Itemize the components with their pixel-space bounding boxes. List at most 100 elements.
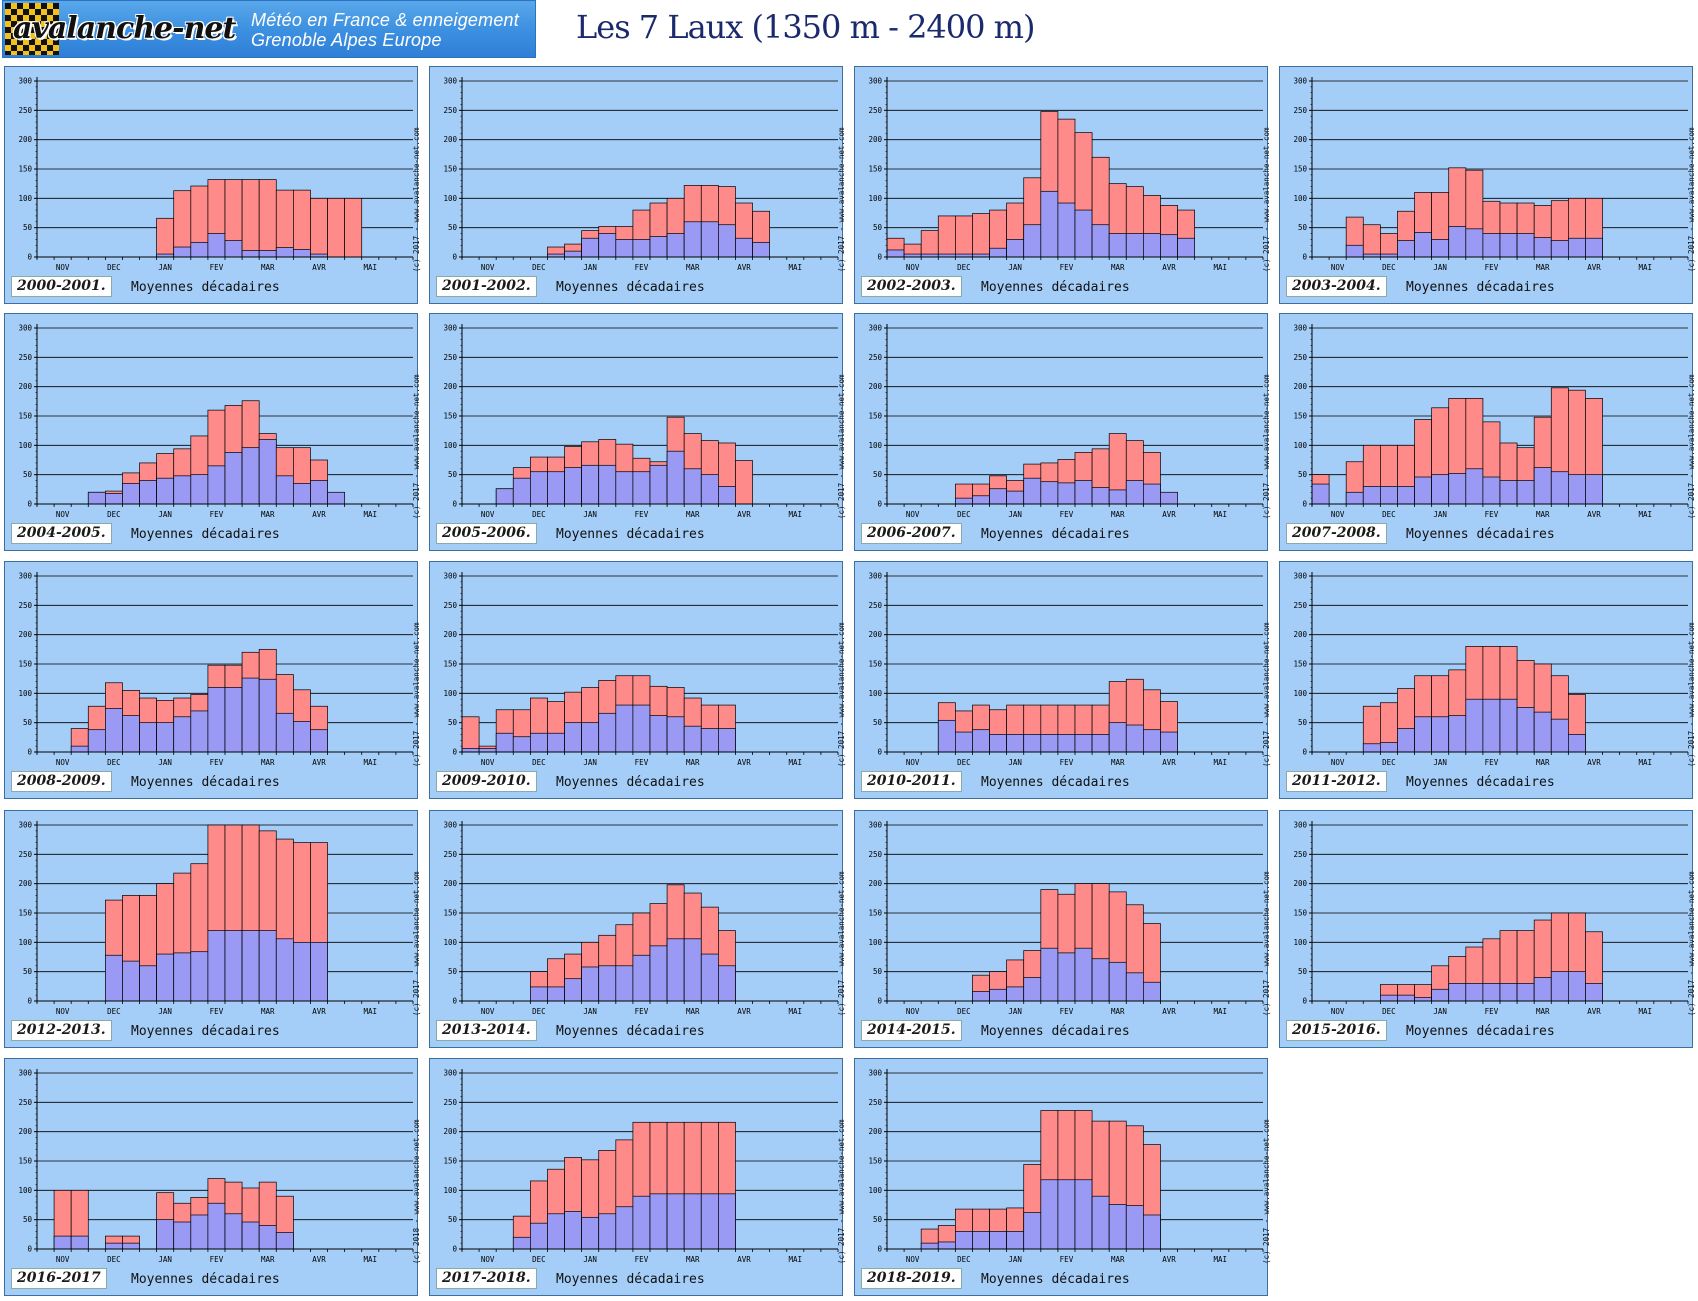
bar-fresh-snow xyxy=(139,480,157,505)
site-logo[interactable]: avalanche-net Météo en France & enneigem… xyxy=(2,0,536,58)
bar-fresh-snow xyxy=(1568,474,1586,505)
x-tick-label: JAN xyxy=(158,758,172,767)
bar-fresh-snow xyxy=(1023,977,1042,1002)
bar-fresh-snow xyxy=(1448,226,1467,258)
y-tick-label: 200 xyxy=(443,630,457,639)
y-tick-label: 250 xyxy=(868,850,882,859)
y-tick-label: 100 xyxy=(868,1186,882,1195)
y-tick-label: 150 xyxy=(443,1157,457,1166)
bar-fresh-snow xyxy=(1143,981,1161,1002)
x-tick-label: NOV xyxy=(906,1255,920,1264)
bar-total-snow xyxy=(735,460,753,505)
x-tick-label: AVR xyxy=(737,263,751,272)
x-tick-label: FEV xyxy=(1060,510,1074,519)
bar-fresh-snow xyxy=(920,1242,939,1250)
y-tick-label: 200 xyxy=(1293,382,1307,391)
x-tick-label: JAN xyxy=(1008,510,1022,519)
season-chart-panel: 0 50 100 150 200 250 300 NOV DEC JAN FEV MAR AVR MAI (… xyxy=(4,561,421,799)
bar-fresh-snow xyxy=(547,986,565,1002)
bar-fresh-snow xyxy=(615,239,634,258)
x-tick-label: MAR xyxy=(261,263,275,272)
y-tick-label: 50 xyxy=(1298,718,1308,727)
season-label: 2005-2006. xyxy=(436,523,537,544)
x-tick-label: FEV xyxy=(635,1255,649,1264)
y-tick-label: 200 xyxy=(1293,879,1307,888)
bar-fresh-snow xyxy=(632,954,651,1002)
y-tick-label: 50 xyxy=(23,967,33,976)
bar-fresh-snow xyxy=(275,938,294,1002)
bar-fresh-snow xyxy=(530,1222,548,1250)
bar-fresh-snow xyxy=(989,247,1007,258)
y-tick-label: 50 xyxy=(873,470,883,479)
bar-fresh-snow xyxy=(1091,958,1110,1002)
x-tick-label: NOV xyxy=(481,1007,495,1016)
y-tick-label: 250 xyxy=(1293,353,1307,362)
x-tick-label: DEC xyxy=(532,263,546,272)
snow-depth-chart: 0 50 100 150 200 250 300 NOV DEC JAN FEV MAR AVR MAI xyxy=(1293,821,1689,1016)
credit-text: (c) 2017 - www.avalanche-net.com xyxy=(1687,127,1696,273)
x-tick-label: DEC xyxy=(107,1007,121,1016)
y-tick-label: 250 xyxy=(443,601,457,610)
bar-fresh-snow xyxy=(1040,947,1059,1002)
y-tick-label: 300 xyxy=(18,77,32,86)
x-tick-label: FEV xyxy=(1485,758,1499,767)
x-tick-label: AVR xyxy=(312,1007,326,1016)
bar-fresh-snow xyxy=(666,938,685,1002)
x-tick-label: DEC xyxy=(107,263,121,272)
bar-fresh-snow xyxy=(1125,480,1144,505)
x-tick-label: JAN xyxy=(583,1255,597,1264)
y-tick-label: 300 xyxy=(18,324,32,333)
y-tick-label: 50 xyxy=(448,967,458,976)
y-tick-label: 200 xyxy=(18,879,32,888)
credit-text: (c) 2017 - www.avalanche-net.com xyxy=(412,127,421,273)
y-tick-label: 300 xyxy=(18,1069,32,1078)
bar-fresh-snow xyxy=(310,480,328,505)
bar-fresh-snow xyxy=(310,941,328,1002)
y-tick-label: 200 xyxy=(18,382,32,391)
x-tick-label: JAN xyxy=(1008,1007,1022,1016)
bar-fresh-snow xyxy=(752,241,770,258)
bar-fresh-snow xyxy=(955,731,973,753)
chart-caption: Moyennes décadaires xyxy=(981,775,1130,790)
bar-fresh-snow xyxy=(1362,743,1381,753)
y-tick-label: 50 xyxy=(448,470,458,479)
season-chart-panel: 0 50 100 150 200 250 300 NOV DEC JAN FEV MAR AVR MAI (… xyxy=(1279,561,1696,799)
bar-fresh-snow xyxy=(1550,471,1569,505)
x-tick-label: NOV xyxy=(1331,758,1345,767)
x-tick-label: JAN xyxy=(583,263,597,272)
bar-fresh-snow xyxy=(1177,237,1195,258)
bar-fresh-snow xyxy=(224,1213,243,1250)
credit-text: (c) 2017 - www.avalanche-net.com xyxy=(837,1119,846,1265)
bar-fresh-snow xyxy=(1550,718,1569,753)
season-chart-panel: 0 50 100 150 200 250 300 NOV DEC JAN FEV MAR AVR MAI (… xyxy=(854,1058,1271,1296)
bar-fresh-snow xyxy=(718,224,736,258)
snow-depth-chart: 0 50 100 150 200 250 300 NOV DEC JAN FEV MAR AVR MAI xyxy=(868,324,1264,519)
season-chart-panel: 0 50 100 150 200 250 300 NOV DEC JAN FEV MAR AVR MAI (… xyxy=(854,561,1271,799)
credit-text: (c) 2017 - www.avalanche-net.com xyxy=(412,871,421,1017)
x-tick-label: MAI xyxy=(1213,510,1227,519)
bar-total-snow xyxy=(156,217,175,258)
bar-fresh-snow xyxy=(1057,952,1076,1002)
bar-fresh-snow xyxy=(1074,947,1093,1002)
y-tick-label: 0 xyxy=(1302,997,1307,1006)
y-tick-label: 50 xyxy=(23,223,33,232)
bar-fresh-snow xyxy=(122,960,140,1002)
y-tick-label: 150 xyxy=(443,412,457,421)
y-tick-label: 150 xyxy=(18,412,32,421)
x-tick-label: NOV xyxy=(906,510,920,519)
bar-fresh-snow xyxy=(241,1221,260,1250)
chart-caption: Moyennes décadaires xyxy=(131,527,280,542)
bar-total-snow xyxy=(275,189,294,258)
x-tick-label: AVR xyxy=(312,510,326,519)
x-tick-label: DEC xyxy=(1382,263,1396,272)
x-tick-label: MAI xyxy=(363,1007,377,1016)
bar-fresh-snow xyxy=(886,249,905,258)
bar-fresh-snow xyxy=(1108,722,1127,753)
credit-text: (c) 2017 - www.avalanche-net.com xyxy=(1262,622,1271,768)
y-tick-label: 250 xyxy=(443,353,457,362)
snow-depth-chart: 0 50 100 150 200 250 300 NOV DEC JAN FEV MAR AVR MAI xyxy=(1293,77,1689,272)
y-tick-label: 200 xyxy=(18,630,32,639)
bar-fresh-snow xyxy=(1108,233,1127,258)
x-tick-label: NOV xyxy=(56,510,70,519)
bar-fresh-snow xyxy=(275,247,294,258)
